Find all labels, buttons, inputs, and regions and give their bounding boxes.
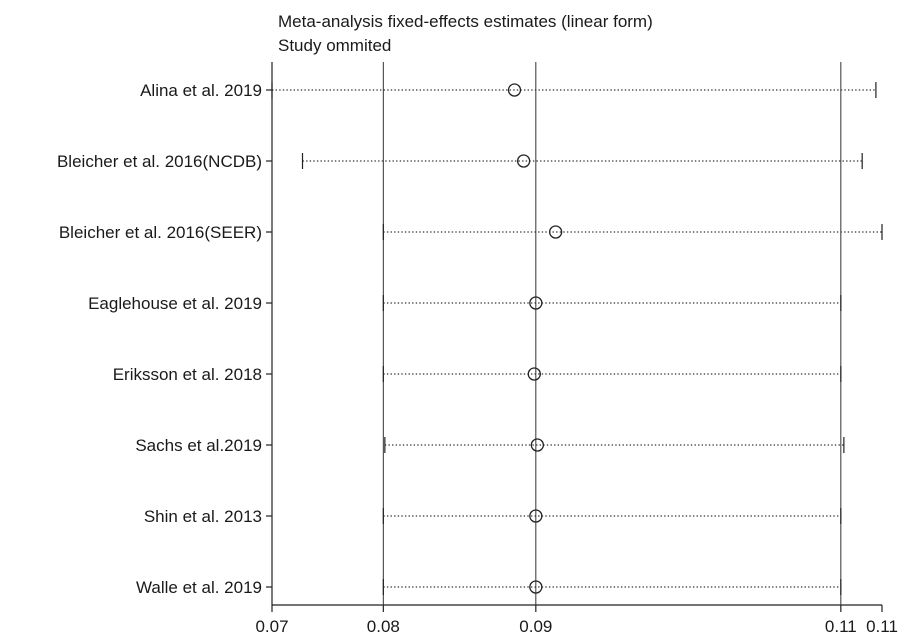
- estimate-marker-3: [529, 296, 543, 310]
- estimate-marker-6: [529, 509, 543, 523]
- x-tick-label-0: 0.07: [255, 617, 288, 636]
- study-label-1: Bleicher et al. 2016(NCDB): [57, 152, 262, 171]
- study-label-6: Shin et al. 2013: [144, 507, 262, 526]
- estimate-marker-4: [527, 367, 541, 381]
- x-tick-label-1: 0.08: [367, 617, 400, 636]
- estimate-marker-7: [529, 580, 543, 594]
- study-label-3: Eaglehouse et al. 2019: [88, 294, 262, 313]
- x-tick-label-2: 0.09: [519, 617, 552, 636]
- study-label-7: Walle et al. 2019: [136, 578, 262, 597]
- x-tick-label-3: 0.11: [825, 617, 857, 636]
- study-label-4: Eriksson et al. 2018: [113, 365, 262, 384]
- estimate-marker-5: [530, 438, 544, 452]
- estimate-marker-2: [549, 225, 563, 239]
- estimate-marker-0: [507, 83, 522, 97]
- chart-title: Meta-analysis fixed-effects estimates (l…: [278, 12, 653, 31]
- chart-subtitle: Study ommited: [278, 36, 392, 55]
- study-label-2: Bleicher et al. 2016(SEER): [59, 223, 262, 242]
- estimate-marker-1: [516, 154, 531, 168]
- x-tick-label-4: 0.11: [866, 617, 898, 636]
- study-label-5: Sachs et al.2019: [135, 436, 262, 455]
- study-label-0: Alina et al. 2019: [140, 81, 262, 100]
